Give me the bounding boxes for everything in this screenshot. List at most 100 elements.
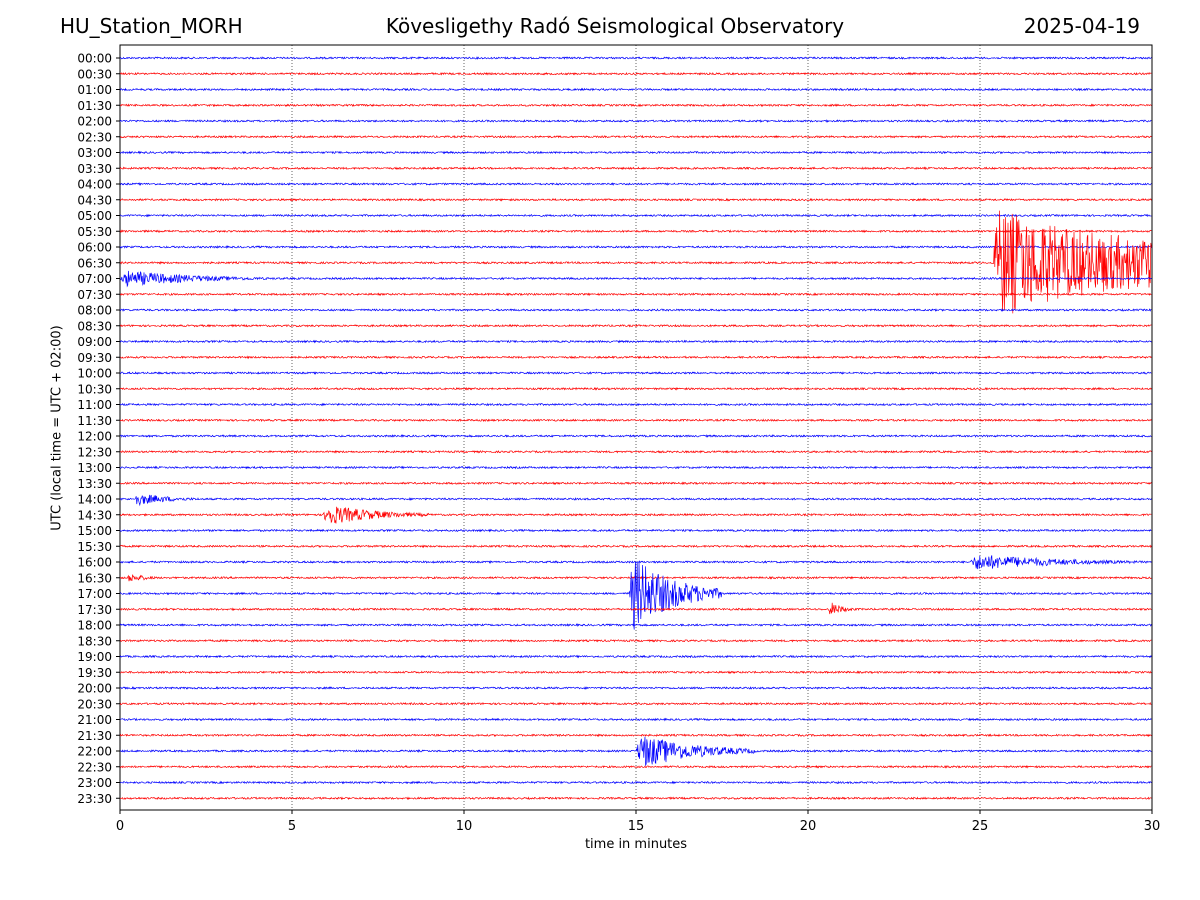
y-tick-label: 10:30 <box>77 382 112 396</box>
y-tick-label: 18:00 <box>77 619 112 633</box>
trace-line <box>119 670 1152 675</box>
trace-line <box>119 796 1152 801</box>
trace-line <box>119 465 1152 470</box>
y-tick-label: 23:30 <box>77 792 112 806</box>
y-tick-label: 13:00 <box>77 461 112 475</box>
y-tick-label: 06:00 <box>77 241 112 255</box>
y-tick-label: 19:00 <box>77 650 112 664</box>
y-tick-label: 11:00 <box>77 398 112 412</box>
y-tick-label: 23:00 <box>77 776 112 790</box>
trace-line <box>119 339 1152 344</box>
y-tick-label: 03:30 <box>77 162 112 176</box>
y-tick-label: 02:30 <box>77 130 112 144</box>
trace-line <box>119 119 1152 123</box>
y-tick-label: 18:30 <box>77 634 112 648</box>
trace-line <box>119 733 1152 738</box>
y-tick-label: 06:30 <box>77 256 112 270</box>
trace-line <box>119 654 1152 659</box>
trace-line <box>119 717 1152 722</box>
y-tick-label: 12:00 <box>77 430 112 444</box>
y-tick-label: 00:30 <box>77 67 112 81</box>
trace-line <box>119 150 1152 155</box>
y-axis-label: UTC (local time = UTC + 02:00) <box>49 325 65 531</box>
trace-line <box>119 245 1152 249</box>
trace-line <box>119 323 1152 328</box>
trace-line <box>119 213 1152 218</box>
y-tick-label: 16:00 <box>77 556 112 570</box>
y-tick-label: 10:00 <box>77 367 112 381</box>
y-tick-label: 07:00 <box>77 272 112 286</box>
y-tick-label: 11:30 <box>77 414 112 428</box>
trace-line <box>119 308 1152 312</box>
y-tick-label: 14:00 <box>77 493 112 507</box>
y-tick-label: 16:30 <box>77 571 112 585</box>
y-tick-label: 07:30 <box>77 288 112 302</box>
y-tick-label: 02:00 <box>77 115 112 129</box>
trace-line <box>119 494 1152 507</box>
chart-title: Kövesligethy Radó Seismological Observat… <box>385 14 845 38</box>
y-tick-label: 01:30 <box>77 99 112 113</box>
y-tick-label: 09:30 <box>77 351 112 365</box>
trace-line <box>119 371 1152 375</box>
trace-line <box>119 561 1152 630</box>
y-tick-label: 19:30 <box>77 666 112 680</box>
station-name: HU_Station_MORH <box>60 14 243 38</box>
trace-line <box>119 197 1152 202</box>
y-tick-label: 14:30 <box>77 508 112 522</box>
trace-line <box>119 481 1152 486</box>
x-tick-label: 20 <box>800 819 817 834</box>
trace-line <box>119 166 1152 171</box>
x-tick-label: 10 <box>456 819 473 834</box>
y-tick-label: 17:00 <box>77 587 112 601</box>
x-tick-label: 0 <box>116 819 124 834</box>
trace-line <box>119 292 1152 297</box>
y-tick-label: 05:00 <box>77 209 112 223</box>
trace-line <box>119 544 1152 549</box>
trace-line <box>119 270 1152 288</box>
trace-line <box>119 71 1152 76</box>
trace-line <box>119 182 1152 186</box>
trace-line <box>119 402 1152 407</box>
y-tick-label: 08:00 <box>77 304 112 318</box>
y-tick-label: 20:00 <box>77 682 112 696</box>
trace-line <box>119 506 1152 524</box>
trace-line <box>119 355 1152 360</box>
trace-line <box>119 434 1152 438</box>
y-tick-label: 17:30 <box>77 603 112 617</box>
y-tick-label: 15:00 <box>77 524 112 538</box>
y-tick-label: 00:00 <box>77 52 112 66</box>
trace-line <box>119 764 1152 769</box>
trace-line <box>119 602 1152 615</box>
x-tick-label: 5 <box>288 819 296 834</box>
trace-line <box>119 736 1152 766</box>
y-tick-label: 22:30 <box>77 760 112 774</box>
y-tick-label: 03:00 <box>77 146 112 160</box>
y-tick-label: 15:30 <box>77 540 112 554</box>
trace-line <box>119 638 1152 643</box>
trace-line <box>119 229 1152 234</box>
y-tick-label: 09:00 <box>77 335 112 349</box>
trace-line <box>119 418 1152 423</box>
trace-line <box>119 701 1152 706</box>
y-tick-label: 20:30 <box>77 697 112 711</box>
y-tick-label: 04:30 <box>77 193 112 207</box>
y-tick-label: 13:30 <box>77 477 112 491</box>
y-tick-label: 21:30 <box>77 729 112 743</box>
y-tick-label: 21:00 <box>77 713 112 727</box>
trace-line <box>119 780 1152 785</box>
y-tick-label: 01:00 <box>77 83 112 97</box>
trace-line <box>119 623 1152 627</box>
y-tick-label: 05:30 <box>77 225 112 239</box>
x-tick-label: 15 <box>628 819 645 834</box>
trace-line <box>119 686 1152 690</box>
trace-line <box>119 449 1152 454</box>
x-tick-label: 30 <box>1144 819 1161 834</box>
y-tick-label: 22:00 <box>77 745 112 759</box>
trace-line <box>119 87 1152 92</box>
trace-line <box>119 103 1152 108</box>
y-tick-label: 04:00 <box>77 178 112 192</box>
y-tick-label: 08:30 <box>77 319 112 333</box>
x-tick-label: 25 <box>972 819 989 834</box>
trace-line <box>119 210 1152 314</box>
